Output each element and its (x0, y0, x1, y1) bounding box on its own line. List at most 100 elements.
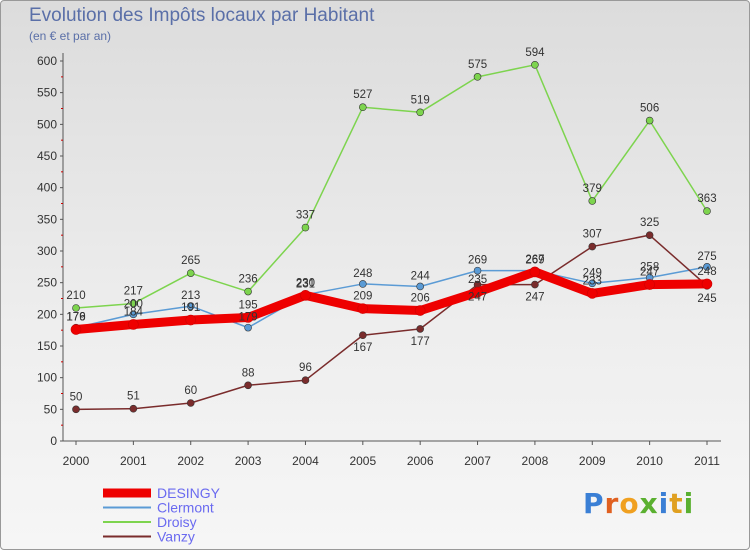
y-tick-label: 100 (37, 371, 57, 385)
x-tick-label: 2002 (177, 454, 204, 468)
logo-letter: x (639, 487, 659, 520)
y-tick-label: 50 (44, 402, 58, 416)
x-tick-label: 2009 (579, 454, 606, 468)
data-label-desingy: 195 (238, 300, 257, 312)
data-point-droisy (473, 73, 482, 81)
data-point-vanzy (531, 280, 539, 289)
data-point-desingy (644, 279, 655, 290)
data-point-desingy (529, 266, 541, 278)
data-point-desingy (414, 305, 426, 316)
x-tick-label: 2001 (120, 454, 147, 468)
data-point-desingy (701, 278, 713, 290)
series-line-desingy (71, 267, 712, 335)
data-label-desingy: 233 (583, 275, 602, 287)
chart-subtitle: (en € et par an) (29, 29, 112, 43)
data-point-clermont (588, 279, 597, 288)
data-label-droisy: 506 (640, 103, 659, 115)
data-label-droisy: 519 (411, 94, 430, 106)
data-label-clermont: 244 (411, 270, 431, 282)
data-label-desingy: 267 (525, 254, 544, 266)
data-label-clermont: 200 (124, 298, 143, 310)
data-point-desingy (242, 312, 254, 323)
data-label-vanzy: 307 (583, 229, 602, 241)
data-label-clermont: 269 (525, 255, 544, 267)
x-tick-label: 2003 (235, 454, 262, 468)
data-point-vanzy (301, 376, 310, 385)
y-tick-label: 250 (37, 276, 57, 290)
data-label-droisy: 527 (353, 89, 372, 101)
data-label-desingy: 230 (296, 277, 315, 289)
data-label-clermont: 179 (238, 312, 257, 324)
data-point-droisy (588, 197, 597, 205)
data-label-droisy: 236 (238, 274, 257, 286)
x-tick-label: 2000 (63, 454, 90, 468)
data-label-clermont: 248 (353, 268, 372, 280)
data-point-vanzy (244, 381, 252, 390)
data-label-clermont: 275 (697, 251, 716, 263)
data-label-clermont: 249 (583, 267, 602, 279)
series-line-droisy (75, 64, 708, 309)
y-tick-label: 500 (37, 117, 57, 131)
data-point-droisy (72, 304, 80, 312)
data-point-clermont (359, 280, 367, 288)
data-label-desingy: 248 (697, 266, 716, 278)
logo-letter: t (669, 487, 684, 520)
data-label-clermont: 213 (181, 290, 200, 302)
data-label-desingy: 247 (640, 267, 659, 279)
data-label-vanzy: 247 (525, 292, 544, 304)
logo-letter: i (658, 487, 670, 520)
data-point-vanzy (129, 404, 138, 413)
logo-letter: P (583, 487, 605, 520)
data-label-droisy: 210 (66, 290, 85, 302)
data-label-vanzy: 96 (299, 362, 312, 374)
data-point-droisy (301, 223, 310, 232)
data-point-vanzy (588, 242, 597, 251)
data-label-vanzy: 245 (697, 293, 716, 305)
data-label-clermont: 231 (296, 279, 315, 291)
data-label-vanzy: 50 (70, 391, 83, 403)
data-point-clermont (703, 263, 711, 271)
data-point-droisy (186, 269, 195, 277)
data-point-droisy (244, 287, 252, 296)
logo-letter: o (619, 487, 640, 520)
x-tick-label: 2007 (464, 454, 491, 468)
x-tick-label: 2004 (292, 454, 319, 468)
y-tick-label: 300 (37, 244, 57, 258)
data-label-droisy: 265 (181, 255, 200, 267)
x-tick-label: 2011 (694, 454, 720, 468)
data-point-droisy (703, 207, 711, 215)
data-point-desingy (300, 290, 311, 301)
series-line-clermont (75, 266, 708, 329)
data-label-desingy: 191 (181, 302, 200, 314)
legend-label-droisy: Droisy (157, 514, 197, 530)
data-point-desingy (357, 303, 369, 314)
y-tick-label: 450 (37, 149, 57, 163)
data-point-vanzy (72, 405, 80, 414)
x-tick-label: 2008 (522, 454, 549, 468)
data-label-desingy: 206 (411, 293, 430, 305)
data-label-droisy: 379 (583, 183, 602, 195)
data-point-vanzy (186, 399, 195, 407)
proxiti-logo: Proxiti (583, 487, 694, 520)
data-point-droisy (416, 108, 424, 117)
logo-letter: i (683, 487, 695, 520)
legend-label-vanzy: Vanzy (157, 529, 195, 545)
data-point-desingy (128, 319, 139, 330)
legend-label-clermont: Clermont (157, 500, 214, 516)
y-tick-label: 200 (37, 307, 57, 321)
data-label-vanzy: 60 (184, 385, 197, 397)
data-label-vanzy: 51 (127, 391, 140, 403)
y-tick-label: 150 (37, 339, 57, 353)
data-point-desingy (586, 288, 598, 299)
data-label-droisy: 594 (525, 47, 545, 59)
data-label-vanzy: 167 (353, 342, 372, 354)
x-tick-label: 2005 (349, 454, 376, 468)
data-label-desingy: 176 (66, 312, 85, 324)
data-label-desingy: 184 (124, 306, 144, 318)
data-point-droisy (129, 299, 138, 308)
y-tick-label: 600 (37, 54, 57, 68)
data-label-droisy: 217 (124, 286, 143, 298)
logo-letter: r (604, 487, 620, 520)
data-point-clermont (129, 310, 138, 319)
